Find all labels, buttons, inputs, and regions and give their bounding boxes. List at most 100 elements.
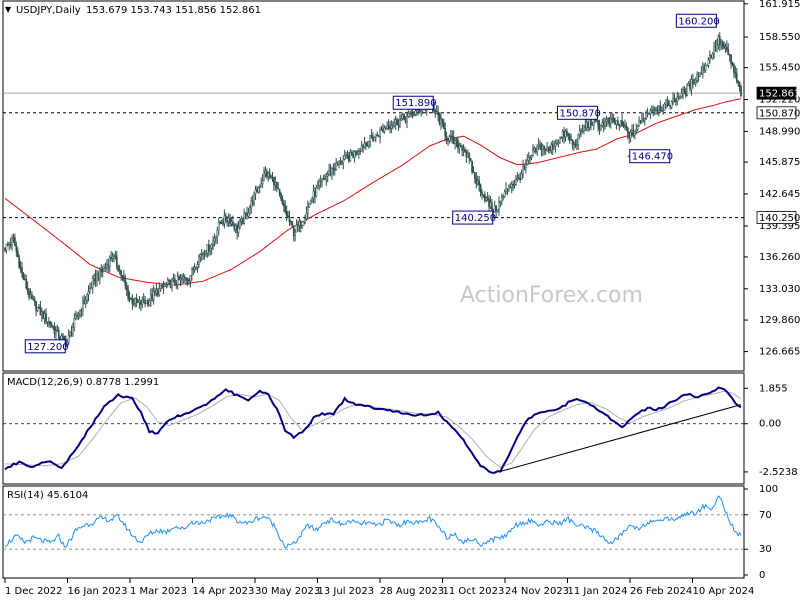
candle-body (723, 45, 725, 49)
candle-body (738, 82, 741, 88)
candle-body (346, 154, 349, 157)
dropdown-arrow-icon[interactable]: ▼ (5, 5, 12, 14)
candle-body (172, 278, 175, 281)
candle-body (373, 137, 376, 141)
candle-body (696, 74, 698, 81)
candle-body (282, 203, 285, 207)
candle-body (193, 267, 196, 270)
price-level-tag-label: 152.861 (759, 89, 800, 100)
candle-body (100, 269, 103, 273)
candle-body (185, 277, 188, 281)
candle-body (324, 178, 326, 181)
candle-body (196, 264, 199, 268)
candle-body (717, 36, 720, 46)
candle-body (570, 139, 573, 141)
candle-body (152, 291, 155, 300)
candle-body (673, 97, 676, 102)
candle-body (125, 285, 128, 290)
candle-body (442, 122, 445, 129)
candle-body (89, 288, 91, 292)
candle-body (198, 256, 200, 265)
candle-body (718, 36, 721, 46)
candle-body (466, 153, 469, 158)
candle-body (550, 144, 553, 151)
candle-body (195, 267, 197, 269)
candle-body (350, 151, 353, 156)
candle-body (222, 223, 224, 225)
candle-body (189, 275, 192, 282)
candle-body (659, 105, 662, 111)
chart-header: ▼ USDJPY,Daily 153.679 153.743 151.856 1… (5, 5, 261, 16)
candle-body (76, 314, 79, 317)
candle-body (21, 267, 23, 274)
annotation-box (675, 13, 717, 28)
candle-body (584, 125, 587, 129)
candle-body (643, 118, 646, 121)
macd-title: MACD(12,26,9) 0.8778 1.2991 (7, 377, 159, 388)
candle-body (9, 243, 12, 246)
candle-body (478, 180, 481, 186)
candle-body (650, 110, 653, 112)
candle-body (219, 221, 221, 224)
candle-body (179, 277, 182, 281)
candle-body (93, 274, 96, 279)
candle-body (267, 172, 270, 177)
candle-body (28, 291, 30, 298)
candle-body (74, 314, 77, 319)
candle-body (401, 114, 404, 120)
candle-body (357, 150, 360, 154)
candle-body (312, 191, 315, 199)
candle-body (216, 230, 219, 238)
price-tick-label: 152.220 (759, 94, 800, 105)
candle-body (233, 224, 236, 230)
candle-body (192, 267, 195, 270)
candle-body (275, 181, 278, 188)
candle-body (517, 177, 520, 179)
candle-body (316, 185, 319, 188)
candle-body (16, 250, 19, 258)
candle-body (420, 110, 422, 113)
candle-body (332, 168, 335, 170)
candle-body (638, 120, 640, 127)
candle-body (588, 118, 591, 128)
candle-body (387, 125, 390, 129)
candle-body (604, 121, 606, 127)
candle-body (278, 188, 281, 195)
candle-body (660, 110, 663, 112)
candle-body (328, 170, 330, 175)
candle-body (626, 127, 629, 133)
price-tick-label: 136.260 (759, 252, 800, 263)
candle-body (475, 178, 478, 185)
candle-body (609, 118, 612, 124)
candle-body (154, 291, 156, 293)
candle-body (377, 135, 380, 137)
rsi-tick-label: 70 (759, 510, 772, 521)
candle-body (46, 321, 49, 323)
candle-body (62, 335, 64, 337)
candle-body (52, 326, 54, 328)
candle-body (646, 112, 649, 114)
candle-body (617, 120, 619, 125)
macd-tick-label: 1.855 (759, 383, 788, 394)
candle-body (516, 177, 519, 180)
annotation-label: 151.890 (395, 98, 436, 109)
candle-body (63, 336, 66, 340)
candle-body (491, 202, 493, 210)
candle-body (734, 72, 737, 74)
candle-body (598, 124, 601, 130)
candle-body (151, 294, 154, 300)
chart-symbol: USDJPY,Daily (16, 5, 81, 16)
candle-body (591, 123, 594, 126)
candle-body (482, 194, 485, 196)
annotation-box (24, 339, 66, 354)
candle-body (710, 55, 713, 59)
candle-body (166, 279, 169, 285)
candle-body (31, 294, 33, 300)
candle-body (342, 159, 345, 164)
candle-body (652, 108, 655, 111)
candle-body (253, 193, 255, 205)
candle-body (79, 310, 81, 315)
candle-body (707, 59, 710, 66)
candle-body (612, 118, 615, 122)
candle-body (546, 147, 548, 151)
